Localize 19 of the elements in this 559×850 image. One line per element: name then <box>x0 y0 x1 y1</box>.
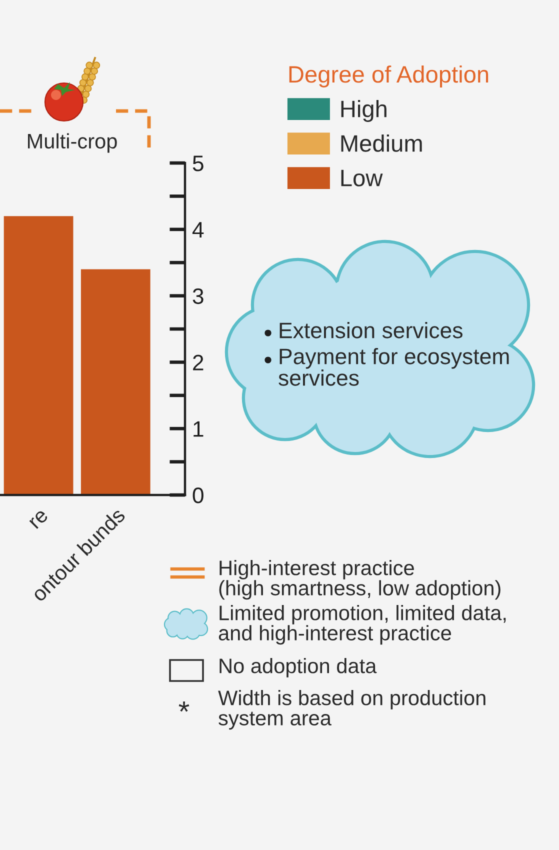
text: Limited promotion, limited data, and high-interest practice <box>218 605 506 645</box>
legend-label: Medium <box>341 134 422 152</box>
y-tick-label: 3 <box>192 288 204 304</box>
y-tick-label: 0 <box>192 488 204 504</box>
y-tick-label: 1 <box>194 421 204 437</box>
text: * <box>178 701 190 712</box>
y-tick-label: 2 <box>193 354 204 370</box>
text: Multi-crop <box>28 133 117 153</box>
text: High-interest practice (high smartness, low adoption) <box>219 560 500 600</box>
legend-title: Degree of Adoption <box>289 65 488 88</box>
x-tick-label: re <box>29 510 49 530</box>
y-tick-label: 4 <box>192 222 204 238</box>
text: No adoption data <box>220 658 377 678</box>
text: Payment for ecosystem services <box>278 348 509 386</box>
legend-label: Low <box>341 170 383 186</box>
y-tick-label: 5 <box>192 156 204 172</box>
text: Extension services <box>280 322 462 338</box>
legend-label: High <box>341 100 386 122</box>
text: Width is based on production system area <box>218 690 486 730</box>
